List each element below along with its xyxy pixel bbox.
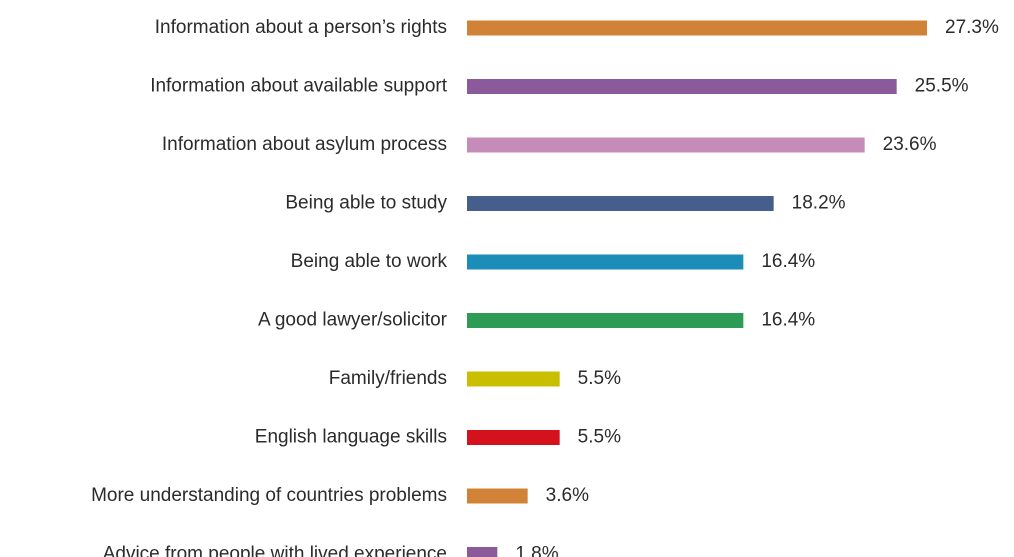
value-label: 1.8% bbox=[515, 544, 558, 557]
value-label: 16.4% bbox=[761, 310, 815, 331]
bar bbox=[467, 547, 498, 557]
bars: Information about a person’s rights 27.3%… bbox=[91, 17, 999, 557]
bar bbox=[467, 371, 560, 387]
value-label: 25.5% bbox=[915, 76, 969, 97]
value-label: 5.5% bbox=[578, 368, 621, 389]
category-label: Information about a person’s rights bbox=[155, 17, 447, 38]
value-label: 23.6% bbox=[883, 134, 937, 155]
category-label: Information about asylum process bbox=[162, 134, 447, 155]
category-label: Being able to study bbox=[285, 193, 447, 214]
value-label: 3.6% bbox=[546, 485, 589, 506]
bar bbox=[467, 254, 744, 270]
value-label: 27.3% bbox=[945, 17, 999, 38]
bar bbox=[467, 20, 927, 36]
value-label: 5.5% bbox=[578, 427, 621, 448]
bar bbox=[467, 137, 865, 153]
bar bbox=[467, 196, 774, 211]
bar bbox=[467, 488, 528, 504]
value-label: 16.4% bbox=[761, 251, 815, 272]
category-label: Advice from people with lived experience bbox=[103, 544, 447, 557]
category-label: More understanding of countries problems bbox=[91, 485, 447, 506]
bar bbox=[467, 430, 560, 445]
category-label: Being able to work bbox=[291, 251, 448, 272]
value-label: 18.2% bbox=[792, 193, 846, 214]
bar bbox=[467, 79, 897, 94]
category-label: A good lawyer/solicitor bbox=[258, 310, 448, 331]
category-label: English language skills bbox=[255, 427, 447, 448]
category-label: Information about available support bbox=[150, 76, 448, 97]
bar bbox=[467, 313, 744, 328]
category-label: Family/friends bbox=[329, 368, 447, 389]
